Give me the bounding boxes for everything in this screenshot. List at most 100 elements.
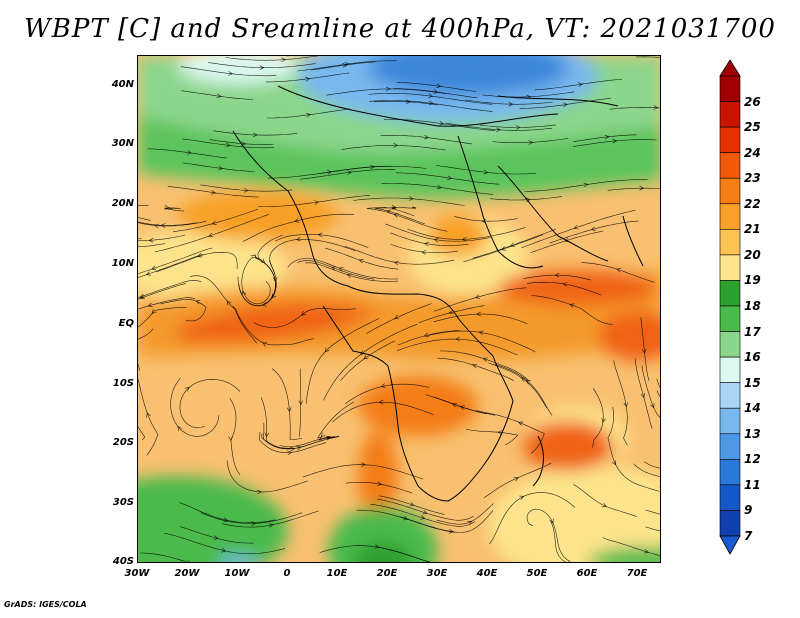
- streamline: [259, 431, 327, 453]
- streamline-arrow: [259, 65, 265, 70]
- colorbar-cell: [719, 280, 741, 307]
- streamline-arrow: [346, 273, 352, 278]
- streamline-arrow: [583, 182, 589, 188]
- streamline: [341, 145, 446, 151]
- streamline-arrow: [483, 169, 489, 175]
- wbpt-shading: [138, 56, 660, 562]
- streamline-arrow: [549, 518, 554, 524]
- streamline-arrow: [393, 213, 399, 218]
- streamline-arrow: [208, 232, 214, 238]
- streamline: [263, 422, 340, 450]
- streamline: [454, 216, 518, 222]
- streamline-arrow: [563, 102, 568, 108]
- lat-label-40n: 40N: [111, 79, 134, 90]
- streamline: [138, 221, 207, 227]
- streamline: [437, 357, 514, 381]
- streamline-arrow: [526, 94, 532, 100]
- streamline: [241, 256, 271, 305]
- streamline: [260, 397, 293, 449]
- streamline-arrow: [569, 303, 575, 308]
- lat-label-30n: 30N: [111, 138, 134, 149]
- streamline: [440, 350, 530, 382]
- streamline: [326, 88, 446, 96]
- streamline: [164, 532, 285, 554]
- streamline: [395, 172, 500, 185]
- streamline: [613, 360, 628, 446]
- streamline: [208, 62, 316, 68]
- streamline-arrow: [408, 196, 414, 201]
- streamline-arrow: [281, 57, 287, 63]
- streamline-arrow: [252, 132, 258, 138]
- streamline-arrow: [451, 403, 457, 408]
- streamline: [226, 460, 308, 493]
- streamline-arrow: [324, 347, 330, 353]
- streamline: [138, 426, 146, 441]
- lat-label-eq: EQ: [118, 318, 134, 329]
- streamline: [573, 484, 637, 517]
- streamline: [340, 340, 396, 381]
- streamline: [466, 428, 519, 446]
- streamline: [182, 138, 274, 149]
- streamline: [221, 510, 320, 528]
- streamline-arrow: [394, 314, 400, 320]
- streamline: [138, 234, 185, 241]
- streamline: [521, 209, 636, 249]
- streamline: [645, 509, 660, 515]
- streamline: [138, 307, 187, 328]
- streamline: [287, 258, 398, 280]
- streamline-arrow: [482, 357, 488, 362]
- streamline: [232, 306, 314, 346]
- streamline-arrow: [616, 268, 622, 273]
- colorbar-label: 24: [744, 145, 761, 160]
- colorbar-label: 21: [744, 222, 761, 237]
- streamline: [305, 318, 380, 404]
- streamline: [377, 498, 474, 521]
- streamline-arrow: [251, 521, 257, 526]
- streamline-arrow: [264, 432, 269, 438]
- colorbar-cell: [719, 177, 741, 205]
- lon-label-60e: 60E: [576, 568, 598, 579]
- colorbar-label: 7: [744, 529, 753, 543]
- colorbar-label: 22: [744, 196, 761, 211]
- streamline-arrow: [497, 430, 503, 435]
- streamline-arrow: [298, 400, 304, 406]
- streamline-arrow: [151, 265, 157, 271]
- streamline: [641, 365, 660, 418]
- streamline-arrow: [241, 290, 247, 296]
- streamline: [396, 82, 477, 92]
- wbpt-streamline-map: [137, 55, 661, 563]
- streamline: [489, 492, 576, 545]
- streamline: [181, 90, 253, 100]
- lon-label-0: 0: [283, 568, 291, 579]
- streamline: [325, 247, 399, 270]
- streamline: [607, 406, 660, 492]
- streamline: [463, 234, 544, 262]
- streamline: [311, 61, 375, 71]
- lat-label-20n: 20N: [111, 198, 134, 209]
- streamline: [138, 247, 213, 274]
- streamline: [356, 509, 454, 533]
- streamline-arrow: [436, 561, 437, 562]
- streamline-arrow: [496, 127, 501, 132]
- streamline-arrow: [601, 417, 606, 423]
- streamline: [433, 313, 528, 325]
- lat-label-30s: 30S: [112, 497, 134, 508]
- lon-label-40e: 40E: [476, 568, 498, 579]
- streamline-arrow: [228, 71, 234, 76]
- streamline: [602, 537, 660, 556]
- streamline: [138, 283, 187, 300]
- streamline-arrow: [409, 501, 415, 507]
- streamline-arrow: [641, 348, 647, 354]
- colorbar-label: 11: [744, 477, 761, 492]
- streamline-arrow: [519, 495, 525, 500]
- streamline: [269, 239, 356, 274]
- streamline-arrow: [257, 489, 262, 495]
- streamline: [488, 362, 548, 409]
- streamline: [472, 229, 556, 259]
- streamline: [444, 122, 553, 131]
- streamline-arrow: [554, 272, 560, 278]
- streamline-arrow: [305, 76, 311, 82]
- colorbar-cell: [719, 152, 741, 179]
- streamline-arrow: [393, 260, 399, 266]
- streamline: [531, 295, 613, 325]
